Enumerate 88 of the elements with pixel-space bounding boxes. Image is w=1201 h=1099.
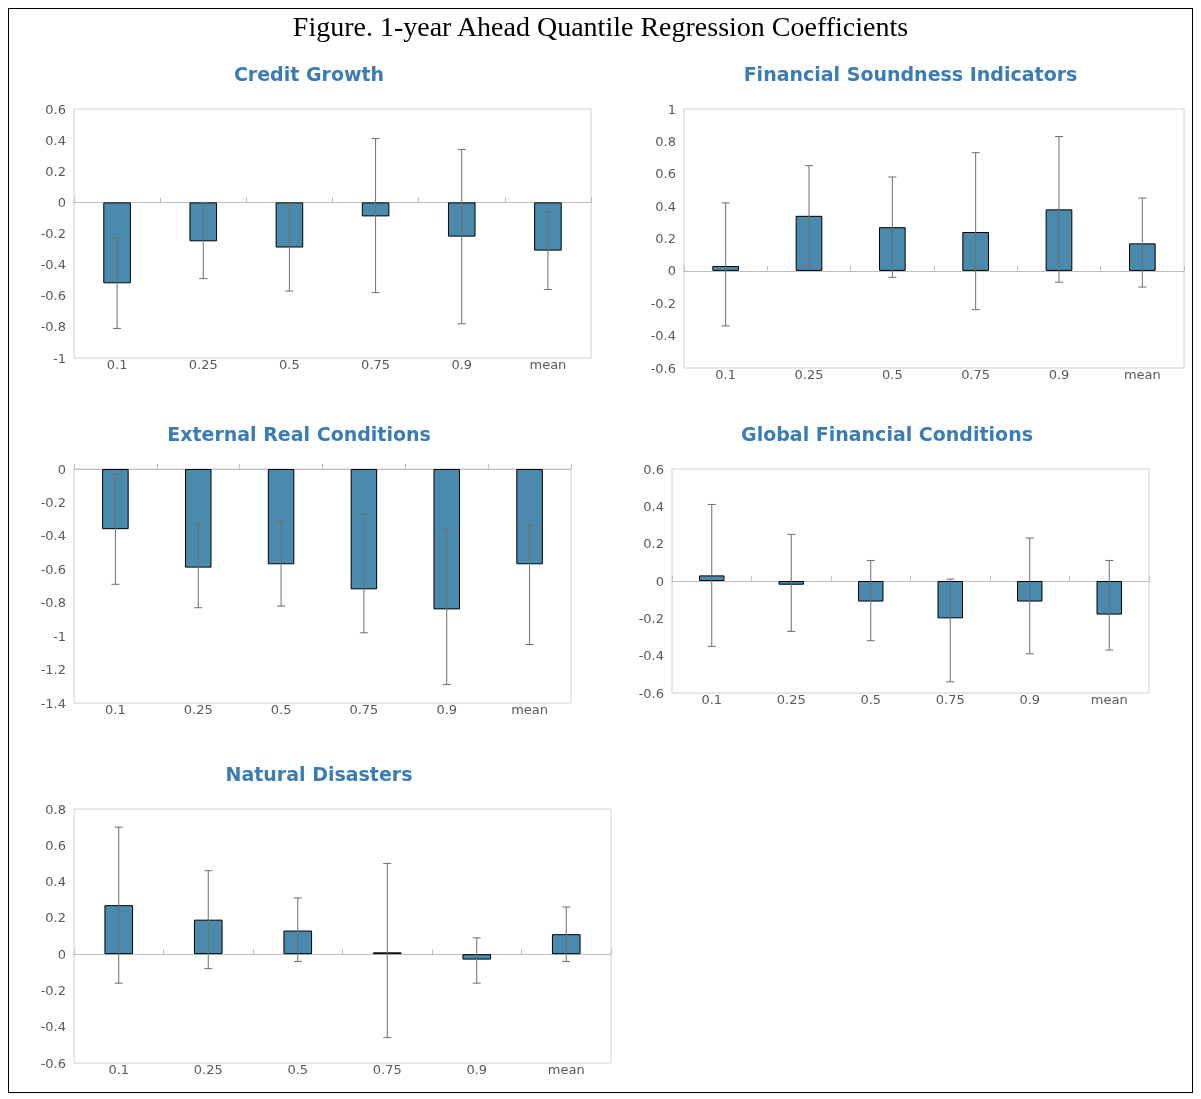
y-tick-label: -0.4	[40, 257, 66, 273]
y-tick-label: -0.2	[40, 226, 66, 241]
x-tick-label: 0.9	[1048, 367, 1070, 382]
x-tick-label: 0.75	[372, 1062, 402, 1077]
x-tick-label: 0.9	[1019, 692, 1041, 707]
y-tick-label: 0.2	[45, 163, 66, 179]
x-tick-label: 0.25	[794, 367, 824, 382]
x-tick-label: 0.75	[935, 692, 965, 707]
chart-title: Global Financial Conditions	[741, 422, 1033, 445]
y-tick-label: 0.4	[45, 132, 66, 148]
x-tick-label: 0.5	[287, 1062, 309, 1077]
x-tick-label: 0.9	[466, 1062, 488, 1077]
y-tick-label: -0.2	[638, 610, 664, 626]
y-tick-label: 0	[57, 461, 66, 477]
x-tick-label: 0.9	[436, 702, 458, 717]
x-tick-label: 0.1	[715, 367, 737, 382]
y-tick-label: -0.6	[650, 360, 676, 376]
y-tick-label: -0.6	[40, 288, 66, 304]
y-tick-label: 0	[57, 194, 66, 210]
x-tick-label: mean	[511, 702, 549, 717]
x-tick-label: 0.5	[881, 367, 903, 382]
y-tick-label: -0.2	[40, 982, 66, 998]
y-tick-label: 0.6	[45, 837, 66, 853]
bar	[462, 954, 492, 960]
x-tick-label: 0.5	[279, 357, 300, 372]
x-tick-label: 0.5	[270, 702, 292, 717]
y-tick-label: 0.6	[655, 166, 676, 182]
chart-title: Credit Growth	[233, 62, 385, 85]
y-tick-label: 0	[655, 573, 664, 589]
text: Figure. 1-year Ahead Quantile Regression Coefficients	[291, 11, 910, 43]
y-tick-label: -0.8	[40, 319, 66, 335]
y-tick-label: -0.4	[650, 328, 676, 344]
y-tick-label: 0	[667, 263, 676, 279]
x-tick-label: 0.25	[183, 702, 213, 717]
y-tick-label: -0.2	[650, 295, 676, 311]
bar	[193, 919, 223, 955]
y-tick-label: -1	[53, 628, 66, 644]
bar	[962, 232, 989, 271]
y-tick-label: -0.4	[40, 1019, 66, 1035]
x-tick-label: 0.1	[108, 1062, 130, 1077]
x-tick-label: 0.1	[701, 692, 723, 707]
y-tick-label: 0.4	[45, 874, 66, 890]
x-tick-label: 0.5	[860, 692, 882, 707]
y-tick-label: 0.2	[45, 910, 66, 926]
chart-title: Financial Soundness Indicators	[743, 62, 1078, 85]
y-tick-label: -0.2	[40, 494, 66, 510]
bar	[104, 905, 134, 955]
bar	[795, 215, 823, 271]
x-tick-label: 0.75	[361, 357, 391, 372]
x-tick-label: mean	[547, 1062, 585, 1077]
y-tick-label: -1.2	[40, 662, 66, 678]
x-tick-label: 0.25	[193, 1062, 223, 1077]
bar	[1045, 209, 1073, 271]
x-tick-label: mean	[529, 357, 567, 372]
y-tick-label: -1.4	[40, 695, 66, 711]
y-tick-label: 0.6	[643, 461, 664, 477]
y-tick-label: 0.4	[643, 498, 664, 514]
y-tick-label: 1	[667, 101, 676, 117]
y-tick-label: -0.4	[40, 528, 66, 544]
y-tick-label: 0.8	[655, 133, 676, 149]
y-tick-label: 0.4	[655, 198, 676, 214]
x-tick-label: 0.75	[349, 702, 379, 717]
y-tick-label: 0.8	[45, 801, 66, 817]
bar	[551, 934, 581, 955]
y-tick-label: -0.6	[40, 561, 66, 577]
x-tick-label: 0.9	[451, 357, 473, 372]
y-tick-label: -0.4	[638, 648, 664, 664]
bar	[1129, 243, 1156, 271]
y-tick-label: 0.2	[643, 536, 664, 552]
y-tick-label: 0.2	[655, 231, 676, 246]
y-tick-label: -0.6	[40, 1055, 66, 1071]
y-tick-label: 0	[57, 946, 66, 962]
x-tick-label: 0.1	[105, 702, 126, 717]
chart-title: Natural Disasters	[225, 762, 413, 785]
bar	[283, 930, 313, 955]
x-tick-label: mean	[1123, 367, 1161, 382]
bar	[879, 227, 906, 271]
x-tick-label: 0.1	[106, 357, 128, 372]
x-tick-label: 0.75	[961, 367, 991, 382]
y-tick-label: -0.6	[638, 685, 664, 701]
y-tick-label: -0.8	[40, 595, 66, 611]
x-tick-label: 0.25	[188, 357, 218, 372]
y-tick-label: -1	[53, 350, 66, 366]
x-tick-label: mean	[1090, 692, 1128, 707]
chart-title: External Real Conditions	[167, 422, 431, 445]
bar	[712, 266, 739, 271]
y-tick-label: 0.6	[45, 101, 66, 117]
x-tick-label: 0.25	[776, 692, 806, 707]
